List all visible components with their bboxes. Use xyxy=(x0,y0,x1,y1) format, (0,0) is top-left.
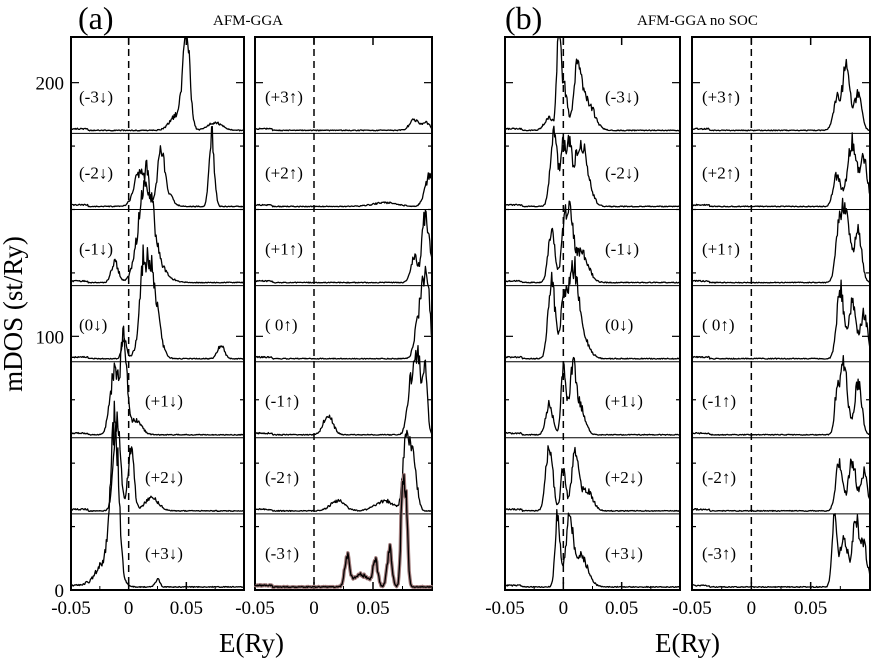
panel-a-left-series xyxy=(70,400,245,589)
panel-a-left-x-tick-label: 0.05 xyxy=(170,598,203,619)
panel-a-right-channel-label: (+3↑) xyxy=(265,87,303,106)
panel-b-right-series xyxy=(691,513,871,589)
panel-a-right-x-tick-label: 0 xyxy=(309,598,319,619)
panel-a-left-channel-label: (+2↓) xyxy=(145,468,183,487)
panel-a-left-x-tick-label: 0 xyxy=(124,598,134,619)
panel-a-left-x-tick-label: -0.05 xyxy=(51,598,91,619)
panel-a-left-frame xyxy=(70,36,245,591)
panel-a-left-series xyxy=(70,244,244,360)
panel-b-right-series xyxy=(691,458,871,512)
panel-a-right-series xyxy=(254,265,433,360)
panel-b-right-channel-label: (+2↑) xyxy=(702,163,740,182)
panel-a-left-channel-label: (0↓) xyxy=(79,316,107,335)
x-axis-label-b: E(Ry) xyxy=(655,628,720,658)
panel-b-left-channel-label: (-2↓) xyxy=(605,163,639,182)
panel-a-right-series xyxy=(254,118,433,132)
panel-b-left-channel-label: (+1↓) xyxy=(605,392,643,411)
panel-b-right-series xyxy=(692,58,871,132)
panel-a-left-series xyxy=(70,159,245,284)
panel-b-left-series xyxy=(504,445,681,512)
panel-b-right-channel-label: (-3↑) xyxy=(702,544,736,563)
panel-b-left-x-tick-label: 0 xyxy=(559,598,569,619)
panel-a-left-series xyxy=(70,36,245,132)
panel-a-right-series xyxy=(254,209,433,284)
panel-title-b: AFM-GGA no SOC xyxy=(637,13,758,29)
y-tick-label: 100 xyxy=(36,327,65,348)
panel-a-right-series xyxy=(254,172,433,208)
x-axis-label-a: E(Ry) xyxy=(219,628,284,658)
panel-b-left-series xyxy=(504,356,681,436)
panel-b-left-series xyxy=(504,200,681,284)
panel-b-left-series xyxy=(504,36,681,132)
panel-a-right-channel-label: (+1↑) xyxy=(265,240,303,259)
panel-b-left-frame xyxy=(504,36,681,591)
panel-b-right-series xyxy=(691,132,871,208)
panel-a-right-series xyxy=(254,345,433,436)
panel-b-right-channel-label: (-2↑) xyxy=(702,468,736,487)
panel-a-left-channel-label: (-1↓) xyxy=(79,240,113,259)
y-axis-label: mDOS (st/Ry) xyxy=(0,236,28,392)
panel-a-left-channel-label: (-2↓) xyxy=(79,163,113,182)
panel-a-right-series xyxy=(254,473,433,589)
panel-b-left-channel-label: (-3↓) xyxy=(605,87,639,106)
panel-b-right-channel-label: ( 0↑) xyxy=(702,316,735,335)
y-tick-label: 0 xyxy=(55,581,65,602)
panel-a-left-series xyxy=(70,125,245,208)
panel-a-right-channel-label: (-2↑) xyxy=(265,468,299,487)
y-tick-label: 200 xyxy=(36,74,65,95)
panel-b-right-channel-label: (-1↑) xyxy=(702,392,736,411)
panel-b-right-series xyxy=(691,197,871,284)
panel-a-right-x-tick-label: -0.05 xyxy=(235,598,275,619)
panel-b-left-x-tick-label: 0.05 xyxy=(605,598,638,619)
panel-letter-b: (b) xyxy=(505,0,542,36)
panel-b-left-channel-label: (+3↓) xyxy=(605,544,643,563)
panel-b-right-channel-label: (+3↑) xyxy=(702,87,740,106)
panel-b-right-x-tick-label: 0 xyxy=(747,598,757,619)
panel-a-left-channel-label: (+1↓) xyxy=(145,392,183,411)
panel-b-left-series xyxy=(504,509,681,589)
panel-b-left-series xyxy=(504,125,681,208)
panel-title-a: AFM-GGA xyxy=(213,13,283,29)
panel-b-right-x-tick-label: 0.05 xyxy=(794,598,827,619)
panel-a-right-series-overlay xyxy=(253,472,434,590)
panel-b-left-series xyxy=(504,256,681,360)
panel-a-right-channel-label: (+2↑) xyxy=(265,163,303,182)
panel-a-right-channel-label: ( 0↑) xyxy=(265,316,298,335)
panel-b-right-series xyxy=(691,354,871,436)
panel-b-left-x-tick-label: -0.05 xyxy=(485,598,525,619)
panel-b-right-channel-label: (+1↑) xyxy=(702,240,740,259)
panel-a-left-channel-label: (-3↓) xyxy=(79,87,113,106)
panel-b-right-x-tick-label: -0.05 xyxy=(672,598,712,619)
panel-a-right-x-tick-label: 0.05 xyxy=(356,598,389,619)
panel-b-right-series xyxy=(691,279,871,360)
panel-a-left-series xyxy=(70,411,245,512)
panel-a-right-channel-label: (-1↑) xyxy=(265,392,299,411)
panel-b-left-channel-label: (0↓) xyxy=(605,316,633,335)
panel-a-left-series xyxy=(70,325,245,436)
panel-b-left-channel-label: (+2↓) xyxy=(605,468,643,487)
panel-a-left-channel-label: (+3↓) xyxy=(145,544,183,563)
panel-b-left-channel-label: (-1↓) xyxy=(605,240,639,259)
panel-letter-a: (a) xyxy=(78,0,114,36)
panel-a-right-channel-label: (-3↑) xyxy=(265,544,299,563)
